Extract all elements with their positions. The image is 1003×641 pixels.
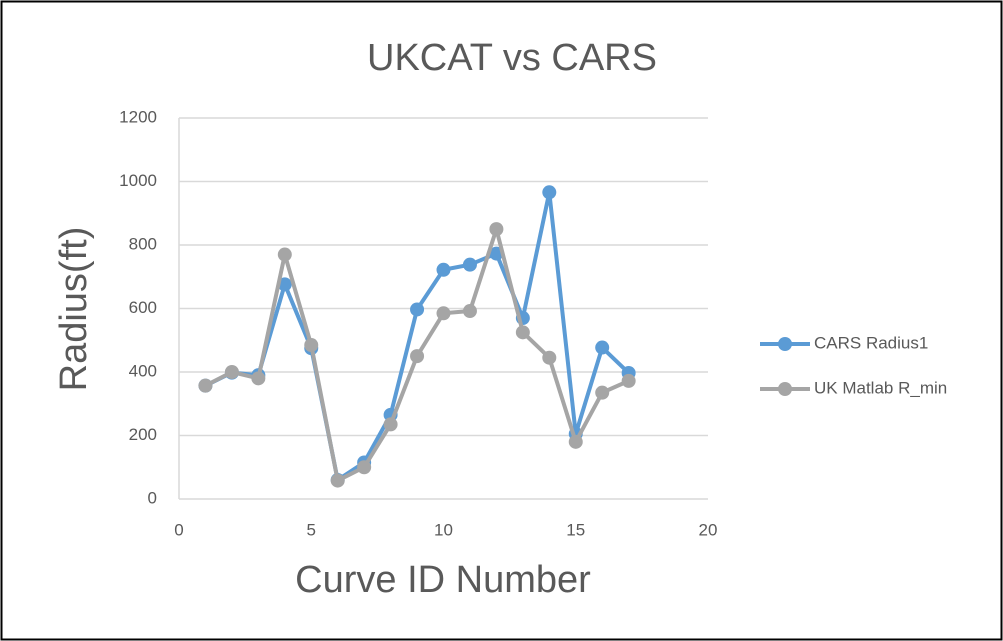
point (436, 262, 451, 277)
y-tick-label: 400 (129, 361, 157, 380)
legend-label: CARS Radius1 (814, 333, 928, 352)
y-tick-label: 800 (129, 234, 157, 253)
point (621, 373, 636, 388)
point (198, 378, 213, 393)
y-tick-label: 1200 (119, 107, 157, 126)
x-tick-label: 0 (174, 520, 183, 539)
y-tick-label: 200 (129, 425, 157, 444)
y-tick-label: 1000 (119, 171, 157, 190)
point (542, 350, 557, 365)
point (251, 371, 266, 386)
point (568, 434, 583, 449)
point (542, 185, 557, 200)
point (277, 277, 292, 292)
point (436, 306, 451, 321)
point (330, 473, 345, 488)
x-axis-label: Curve ID Number (295, 559, 591, 601)
point (410, 302, 425, 317)
x-tick-label: 15 (566, 520, 585, 539)
point (595, 340, 610, 355)
point (277, 247, 292, 262)
y-axis-label: Radius(ft) (53, 227, 95, 392)
point (515, 325, 530, 340)
chart-title: UKCAT vs CARS (367, 37, 657, 79)
point (383, 417, 398, 432)
point (224, 365, 239, 379)
x-tick-label: 20 (699, 520, 718, 539)
point (462, 304, 477, 319)
x-tick-label: 10 (434, 520, 453, 539)
point (462, 257, 477, 272)
y-tick-label: 0 (148, 488, 157, 507)
point (357, 460, 372, 475)
point (410, 349, 425, 364)
legend-label: UK Matlab R_min (814, 378, 947, 397)
x-tick-label: 5 (307, 520, 316, 539)
point (489, 222, 504, 237)
point (595, 385, 610, 400)
point (304, 338, 319, 353)
y-tick-label: 600 (129, 298, 157, 317)
legend-marker (778, 382, 792, 396)
legend-marker (778, 337, 792, 351)
